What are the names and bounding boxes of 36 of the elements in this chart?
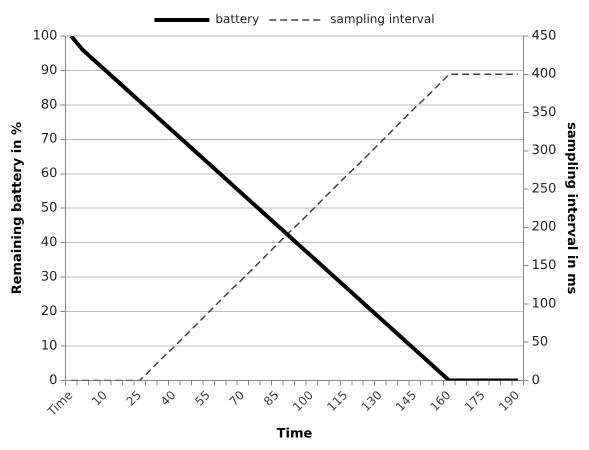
- x-tick-label: 130: [358, 388, 385, 414]
- y2-tick-label: 400: [532, 66, 556, 82]
- y-tick-label: 80: [40, 97, 58, 112]
- x-axis-title: Time: [276, 426, 313, 442]
- y2-axis-title: sampling interval in ms: [564, 122, 579, 295]
- y-tick-label: 0: [49, 372, 58, 388]
- y-tick-label: 50: [40, 200, 58, 216]
- y-tick-label: 20: [40, 304, 58, 319]
- legend-label: battery: [215, 12, 260, 26]
- y2-tick-label: 450: [532, 28, 556, 44]
- legend-label: sampling interval: [330, 12, 435, 26]
- y-axis-title: Remaining battery in %: [10, 122, 26, 294]
- y2-tick-label: 350: [532, 104, 556, 120]
- y2-tick-label: 100: [532, 296, 556, 312]
- y-tick-label: 100: [32, 28, 58, 44]
- y-tick-label: 10: [40, 338, 58, 354]
- y-tick-label: 30: [40, 269, 58, 284]
- x-tick-label: 40: [158, 388, 179, 409]
- y2-tick-label: 50: [532, 334, 548, 350]
- y2-tick-label: 250: [532, 181, 556, 196]
- y-tick-label: 90: [40, 62, 58, 78]
- x-tick-label: 55: [192, 388, 213, 409]
- y-tick-label: 40: [40, 235, 58, 250]
- x-tick-label: 160: [427, 388, 454, 414]
- y-tick-label: 70: [40, 132, 58, 147]
- y-tick-label: 60: [40, 166, 58, 182]
- x-tick-label: 25: [123, 388, 144, 409]
- y2-tick-label: 200: [532, 220, 556, 235]
- x-tick-label: 100: [290, 388, 316, 414]
- y2-tick-label: 0: [532, 372, 540, 388]
- x-tick-label: 10: [89, 388, 110, 409]
- y2-tick-label: 150: [532, 258, 556, 274]
- x-tick-label: 70: [226, 388, 248, 409]
- x-tick-label: 85: [260, 388, 282, 409]
- x-tick-label: 190: [496, 388, 522, 414]
- y2-tick-label: 300: [532, 143, 556, 158]
